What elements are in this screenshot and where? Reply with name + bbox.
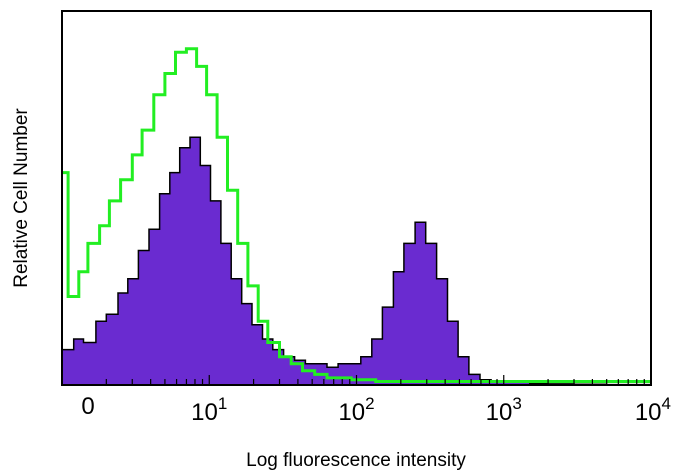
series-0-area — [62, 137, 651, 385]
x-tick-base: 10 — [635, 399, 662, 426]
x-tick-exponent: 1 — [218, 394, 227, 413]
x-tick-base: 10 — [338, 399, 365, 426]
x-tick-exponent: 0 — [81, 393, 94, 420]
x-tick-base: 10 — [191, 399, 218, 426]
x-axis-tick-labels: 0 101 102 103 104 — [81, 393, 671, 426]
x-tick-label: 0 — [81, 393, 94, 420]
series-layer — [62, 47, 652, 386]
x-tick-label: 102 — [338, 394, 374, 426]
y-axis-label: Relative Cell Number — [11, 108, 32, 288]
series-1-outline — [62, 47, 651, 383]
x-tick-label: 101 — [191, 394, 227, 426]
x-axis-label: Log fluorescence intensity — [246, 450, 466, 471]
x-tick-label: 104 — [635, 394, 671, 426]
series-0-outline — [62, 136, 652, 386]
x-tick-base: 10 — [486, 399, 513, 426]
x-tick-exponent: 4 — [662, 394, 671, 413]
x-axis-ticks — [61, 375, 645, 385]
x-tick-label: 103 — [486, 394, 522, 426]
x-tick-exponent: 2 — [365, 394, 374, 413]
x-tick-exponent: 3 — [512, 394, 521, 413]
